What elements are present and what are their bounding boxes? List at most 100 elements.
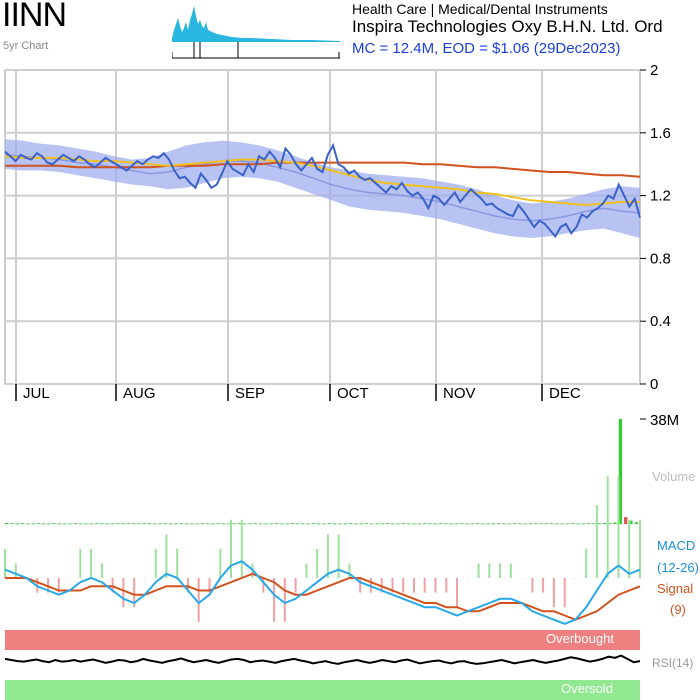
volume-bar xyxy=(544,523,548,525)
chart-period-label: 5yr Chart xyxy=(3,40,49,52)
volume-bar xyxy=(317,523,321,525)
macd-histogram-bar xyxy=(402,578,405,593)
volume-tick-label: 38M xyxy=(650,412,679,429)
volume-bar xyxy=(280,523,284,525)
oversold-label: Oversold xyxy=(561,681,614,696)
volume-bar xyxy=(465,523,469,525)
y-tick-label: 1.6 xyxy=(650,125,671,142)
volume-bar xyxy=(311,523,316,524)
volume-bar xyxy=(534,523,538,524)
volume-bar xyxy=(433,523,437,525)
volume-bar xyxy=(269,523,273,525)
volume-bar xyxy=(497,523,501,524)
volume-bar xyxy=(380,523,384,525)
volume-bar xyxy=(592,523,596,525)
volume-bar xyxy=(597,523,601,524)
macd-histogram-bar xyxy=(90,548,93,578)
macd-histogram-bar xyxy=(273,578,276,622)
macd-label: MACD xyxy=(657,538,696,553)
volume-bar xyxy=(63,523,67,525)
macd-histogram-bar xyxy=(595,505,598,578)
volume-bar xyxy=(634,522,638,524)
volume-bar xyxy=(417,523,421,525)
macd-histogram-bar xyxy=(348,563,351,578)
volume-bar xyxy=(248,523,252,525)
signal-label: Signal xyxy=(657,581,694,596)
volume-bar xyxy=(57,523,62,525)
x-tick-label: DEC xyxy=(549,385,581,402)
macd-histogram-bar xyxy=(531,578,534,593)
macd-histogram-bar xyxy=(423,578,426,593)
volume-bar xyxy=(576,523,580,525)
volume-bar xyxy=(491,523,495,525)
volume-bar xyxy=(36,523,40,524)
volume-bar xyxy=(560,523,564,525)
volume-bar xyxy=(296,523,300,525)
volume-bar xyxy=(438,523,443,524)
macd-histogram-bar xyxy=(57,578,60,593)
volume-bar xyxy=(454,523,458,525)
volume-bar xyxy=(359,523,363,525)
macd-histogram-bar xyxy=(14,563,17,578)
volume-bar xyxy=(518,523,522,525)
volume-bar xyxy=(169,523,173,525)
volume-bar xyxy=(243,523,247,525)
volume-bar xyxy=(26,523,30,525)
volume-bar xyxy=(565,523,570,525)
volume-bar xyxy=(460,523,464,524)
macd-histogram-bar xyxy=(391,578,394,593)
macd-histogram-bar xyxy=(294,578,297,593)
volume-bar xyxy=(513,523,517,524)
volume-bar xyxy=(174,523,178,525)
volume-bar xyxy=(290,523,294,524)
volume-bar xyxy=(285,523,289,525)
volume-bar xyxy=(52,523,56,524)
oversold-band xyxy=(5,680,640,700)
volume-bar xyxy=(603,522,607,524)
x-tick-label: JUL xyxy=(23,385,50,402)
macd-histogram-bar xyxy=(520,578,523,579)
y-tick-label: 0 xyxy=(650,376,658,393)
bollinger-band xyxy=(5,139,640,238)
macd-line xyxy=(4,560,641,625)
macd-histogram-bar xyxy=(305,563,308,578)
volume-bar xyxy=(253,523,257,524)
macd-histogram-bar xyxy=(628,519,631,578)
macd-histogram-bar xyxy=(326,534,329,579)
macd-histogram-bar xyxy=(477,563,480,578)
volume-bar xyxy=(386,523,390,524)
volume-bar xyxy=(396,523,400,525)
volume-bar xyxy=(158,523,162,525)
macd-params-label: (12-26) xyxy=(657,560,699,575)
volume-bar xyxy=(227,523,231,525)
volume-bar xyxy=(259,523,263,525)
volume-bar xyxy=(116,523,120,524)
volume-bar xyxy=(68,523,72,525)
volume-bar xyxy=(274,523,279,524)
price-line xyxy=(4,142,641,239)
volume-bar xyxy=(470,523,474,525)
volume-bar xyxy=(42,523,46,525)
volume-bar xyxy=(476,523,480,524)
volume-bar xyxy=(95,523,99,524)
volume-bar xyxy=(84,523,88,525)
volume-bar xyxy=(79,523,83,525)
ma-slow-line xyxy=(5,161,641,178)
volume-bar xyxy=(555,523,559,525)
volume-bar xyxy=(571,523,575,524)
macd-histogram-bar xyxy=(230,519,232,578)
volume-bar xyxy=(153,523,157,525)
signal-params-label: (9) xyxy=(670,602,686,617)
volume-bar xyxy=(370,523,374,525)
volume-bar xyxy=(327,523,331,524)
volume-bar xyxy=(391,523,395,525)
macd-histogram-bar xyxy=(639,519,641,578)
overbought-label: Overbought xyxy=(546,631,614,646)
macd-histogram-bar xyxy=(359,578,362,593)
macd-histogram-bar xyxy=(488,563,491,578)
y-tick-label: 0.4 xyxy=(650,313,671,330)
macd-histogram-bar xyxy=(445,578,448,593)
macd-histogram-bar xyxy=(606,475,609,578)
volume-bar xyxy=(142,523,146,524)
volume-bar xyxy=(407,523,411,525)
